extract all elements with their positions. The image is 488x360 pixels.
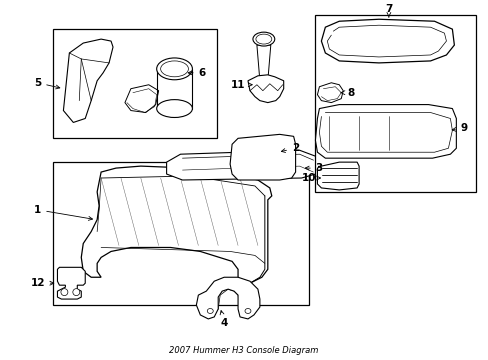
Text: 11: 11 [230,80,252,90]
Polygon shape [57,267,85,299]
Text: 6: 6 [188,68,205,78]
Text: 5: 5 [34,78,60,89]
Polygon shape [315,105,455,158]
Polygon shape [317,162,358,190]
Text: 2007 Hummer H3 Console Diagram: 2007 Hummer H3 Console Diagram [169,346,318,355]
Text: 12: 12 [30,278,54,288]
Ellipse shape [207,309,213,314]
Polygon shape [247,75,283,103]
Ellipse shape [244,309,250,314]
Text: 8: 8 [340,88,354,98]
Text: 1: 1 [34,205,92,220]
Polygon shape [321,19,453,63]
Text: 9: 9 [451,123,467,134]
Polygon shape [317,83,343,103]
Polygon shape [230,134,295,180]
Text: 4: 4 [220,311,227,328]
Ellipse shape [255,34,271,44]
Polygon shape [196,277,259,319]
Text: 10: 10 [302,173,320,183]
Ellipse shape [161,61,188,77]
Polygon shape [63,39,113,122]
Polygon shape [124,85,158,113]
Ellipse shape [156,100,192,117]
Bar [53,29,217,138]
Polygon shape [256,45,270,81]
Bar [53,162,309,305]
Ellipse shape [73,289,80,296]
Polygon shape [166,150,315,180]
Polygon shape [81,166,271,285]
Bar [315,15,475,192]
Text: 3: 3 [305,163,323,173]
Ellipse shape [156,58,192,80]
Text: 7: 7 [385,4,392,17]
Text: 2: 2 [281,143,299,153]
Ellipse shape [61,289,68,296]
Ellipse shape [252,32,274,46]
